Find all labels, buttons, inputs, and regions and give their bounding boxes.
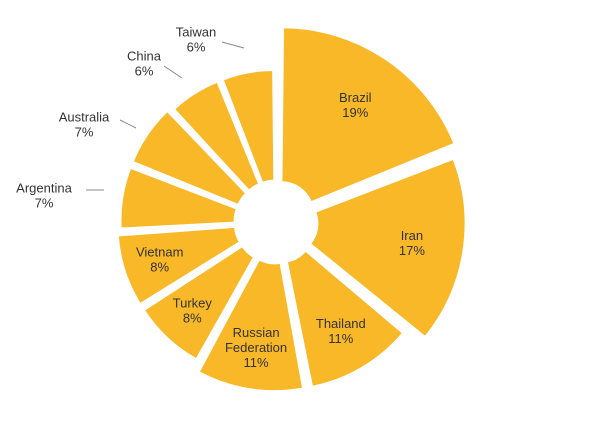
label-leader-lines (86, 41, 245, 191)
pie-slice-iran (310, 158, 466, 338)
slice-label-turkey: Turkey 8% (173, 296, 213, 326)
slice-name-iran: Iran (401, 228, 423, 243)
slice-label-vietnam: Vietnam 8% (136, 244, 183, 274)
slice-percent-australia: 7% (75, 125, 94, 140)
pie-slice-turkey (143, 246, 255, 360)
slice-name-turkey: Turkey (173, 296, 213, 311)
slice-label-taiwan: Taiwan 6% (176, 25, 216, 55)
slice-percent-argentina: 7% (35, 196, 54, 211)
pie-slice-argentina (120, 167, 237, 229)
slice-name-thailand: Thailand (316, 316, 366, 331)
leader-line-taiwan (221, 41, 245, 49)
slice-label-thailand: Thailand 11% (316, 316, 366, 346)
pie-slice-vietnam (117, 226, 240, 305)
pie-slice-taiwan (222, 69, 275, 183)
slice-labels: Brazil 19%Iran 17%Thailand 11%Russian Federa… (16, 25, 425, 370)
slice-name-australia: Australia (59, 110, 110, 125)
slice-label-argentina: Argentina 7% (16, 181, 72, 211)
slice-name-brazil: Brazil (339, 90, 372, 105)
pie-slice-china (173, 81, 260, 191)
slice-percent-china: 6% (135, 64, 154, 79)
pie-slice-russian-federation (198, 259, 304, 392)
slice-percent-vietnam: 8% (150, 259, 169, 274)
pie-slice-thailand (286, 250, 404, 387)
slice-name-vietnam: Vietnam (136, 244, 183, 259)
slice-percent-taiwan: 6% (187, 40, 206, 55)
slice-label-australia: Australia 7% (59, 110, 110, 140)
slice-label-russian-federation: Russian Federation 11% (225, 325, 287, 370)
slice-name-russian-federation: Federation (225, 340, 287, 355)
slice-name-taiwan: Taiwan (176, 25, 216, 40)
slice-percent-turkey: 8% (183, 311, 202, 326)
pie-slices (117, 27, 466, 392)
pie-slice-australia (132, 110, 247, 205)
slice-name-china: China (127, 49, 162, 64)
slice-percent-brazil: 19% (342, 105, 368, 120)
slice-name-russian-federation: Russian (233, 325, 280, 340)
leader-line-australia (119, 119, 137, 129)
slice-percent-iran: 17% (399, 243, 425, 258)
slice-label-iran: Iran 17% (399, 228, 425, 258)
pie-slice-brazil (281, 27, 455, 203)
leader-line-china (163, 65, 183, 79)
slice-label-brazil: Brazil 19% (339, 90, 372, 120)
slice-label-china: China 6% (127, 49, 162, 79)
slice-percent-thailand: 11% (328, 331, 353, 346)
slice-percent-russian-federation: 11% (244, 355, 269, 370)
slice-name-argentina: Argentina (16, 181, 72, 196)
